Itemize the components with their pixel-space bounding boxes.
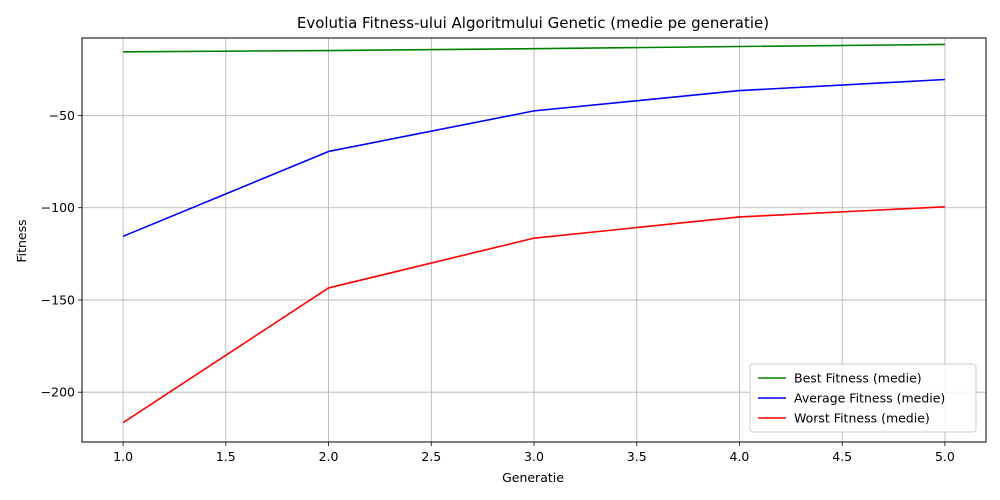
- x-tick-label: 1.0: [113, 449, 133, 464]
- chart-title: Evolutia Fitness-ului Algoritmului Genet…: [297, 14, 769, 32]
- y-tick-label: −100: [41, 200, 75, 215]
- x-tick-label: 2.0: [319, 449, 339, 464]
- legend-box: [749, 363, 977, 433]
- x-axis-label: Generatie: [502, 470, 564, 485]
- y-tick-label: −150: [41, 292, 75, 307]
- x-tick-label: 1.5: [216, 449, 236, 464]
- legend-label: Average Fitness (medie): [794, 391, 945, 406]
- x-tick-label: 3.5: [627, 449, 647, 464]
- axis-ticks: 1.0 1.5 2.0 2.5 3.0 3.5 4.0 4.5 5.0 −200 −150 −100 −…: [41, 108, 955, 464]
- x-tick-label: 4.0: [730, 449, 750, 464]
- series-line-0: [123, 43, 945, 53]
- legend: Best Fitness (medie) Average Fitness (med…: [749, 363, 977, 433]
- series-line-1: [122, 78, 945, 238]
- y-tick-label: −50: [49, 108, 75, 123]
- y-tick-label: −200: [41, 385, 75, 400]
- y-axis-label: Fitness: [14, 219, 29, 262]
- legend-label: Worst Fitness (medie): [794, 411, 930, 426]
- x-tick-label: 4.5: [832, 449, 852, 464]
- x-tick-label: 2.5: [421, 449, 441, 464]
- x-tick-label: 5.0: [935, 449, 955, 464]
- x-tick-label: 3.0: [524, 449, 544, 464]
- series-line-2: [122, 205, 945, 424]
- series-lines: [122, 43, 945, 424]
- legend-label: Best Fitness (medie): [794, 371, 922, 386]
